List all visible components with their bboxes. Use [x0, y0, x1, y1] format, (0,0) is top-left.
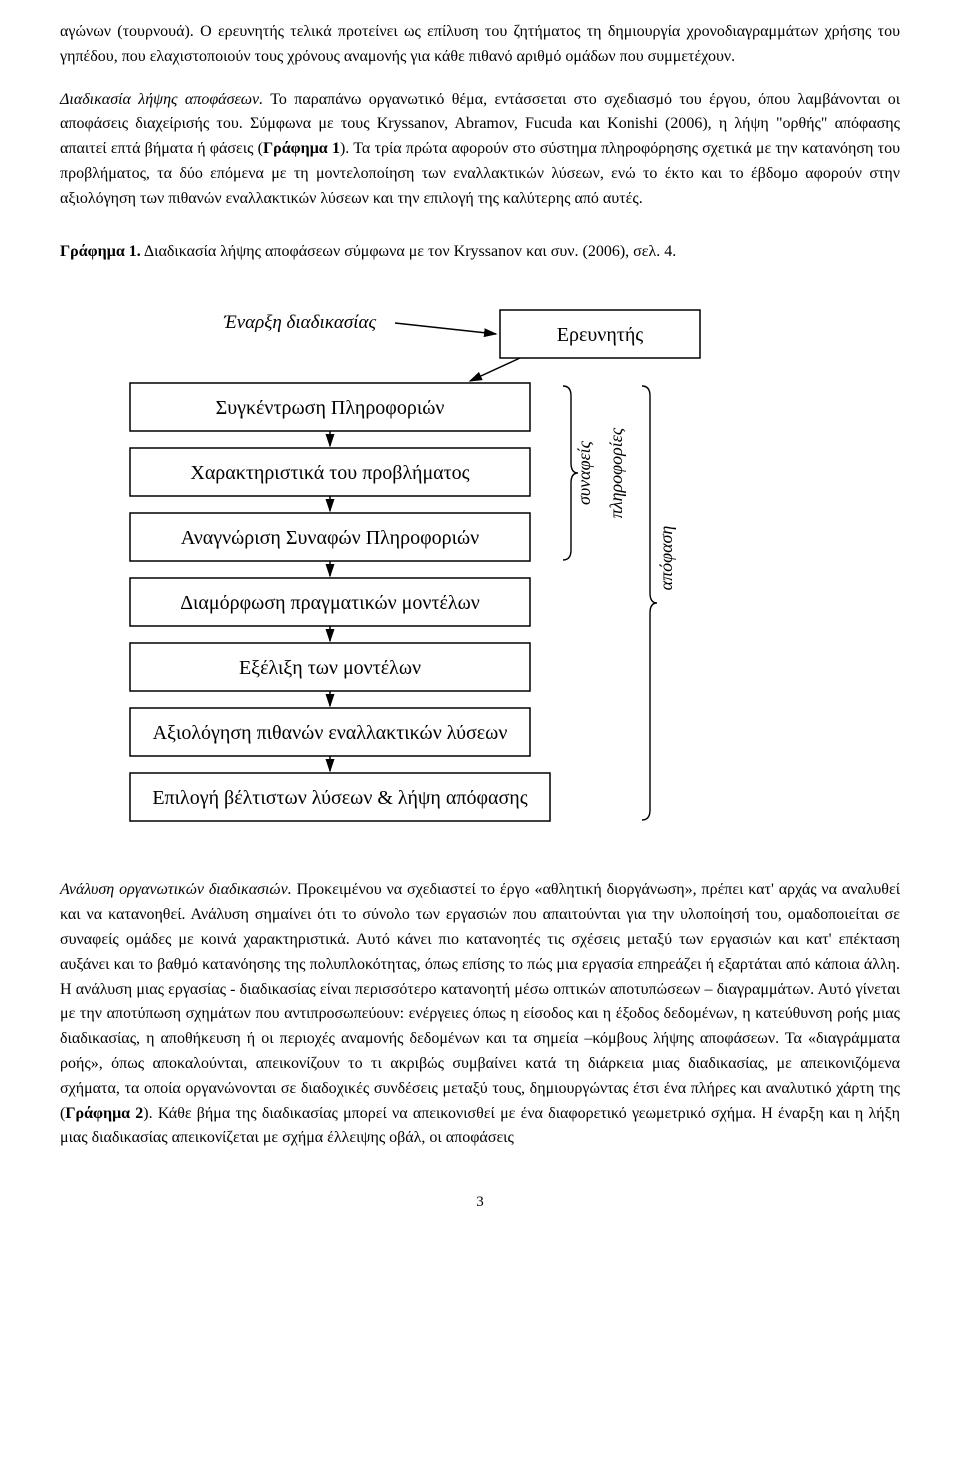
svg-text:Εξέλιξη των μοντέλων: Εξέλιξη των μοντέλων — [239, 657, 421, 679]
svg-text:Διαμόρφωση πραγματικών μοντέλω: Διαμόρφωση πραγματικών μοντέλων — [180, 592, 480, 614]
para3-figure-ref: Γράφημα 2 — [65, 1105, 143, 1122]
para3-body: Προκειμένου να σχεδιαστεί το έργο «αθλητ… — [60, 881, 900, 1121]
svg-text:Αξιολόγηση πιθανών εναλλακτικώ: Αξιολόγηση πιθανών εναλλακτικών λύσεων — [153, 722, 508, 744]
para3-end: ). Κάθε βήμα της διαδικασίας μπορεί να α… — [60, 1105, 900, 1147]
para2-figure-ref: Γράφημα 1 — [263, 140, 340, 157]
caption-lead: Γράφημα 1. — [60, 243, 141, 260]
svg-text:πληροφορίες: πληροφορίες — [606, 427, 626, 518]
svg-text:Έναρξη διαδικασίας: Έναρξη διαδικασίας — [223, 312, 377, 333]
para3-lead: Ανάλυση οργανωτικών διαδικασιών. — [60, 881, 292, 898]
paragraph-2: Διαδικασία λήψης αποφάσεων. Το παραπάνω … — [60, 88, 900, 212]
svg-text:συναφείς: συναφείς — [574, 441, 594, 506]
caption-body: Διαδικασία λήψης αποφάσεων σύμφωνα με το… — [141, 243, 677, 260]
svg-text:Συγκέντρωση Πληροφοριών: Συγκέντρωση Πληροφοριών — [216, 397, 445, 419]
decision-process-diagram: Έναρξη διαδικασίας Ερευνητής Συγκέντρωση Π… — [120, 288, 840, 828]
svg-text:Χαρακτηριστικά του προβλήματος: Χαρακτηριστικά του προβλήματος — [190, 462, 469, 484]
flowchart-svg: Έναρξη διαδικασίας Ερευνητής Συγκέντρωση Π… — [120, 288, 840, 828]
paragraph-3: Ανάλυση οργανωτικών διαδικασιών. Προκειμ… — [60, 878, 900, 1151]
page-number: 3 — [60, 1191, 900, 1214]
paragraph-1: αγώνων (τουρνουά). Ο ερευνητής τελικά πρ… — [60, 20, 900, 70]
figure-caption: Γράφημα 1. Διαδικασία λήψης αποφάσεων σύ… — [60, 240, 900, 265]
svg-text:Αναγνώριση Συναφών Πληροφοριών: Αναγνώριση Συναφών Πληροφοριών — [181, 527, 479, 549]
svg-text:απόφαση: απόφαση — [656, 526, 676, 591]
para2-lead: Διαδικασία λήψης αποφάσεων. — [60, 91, 263, 108]
svg-text:Ερευνητής: Ερευνητής — [557, 324, 643, 346]
svg-text:Επιλογή βέλτιστων λύσεων & λήψ: Επιλογή βέλτιστων λύσεων & λήψη απόφασης — [152, 787, 527, 809]
